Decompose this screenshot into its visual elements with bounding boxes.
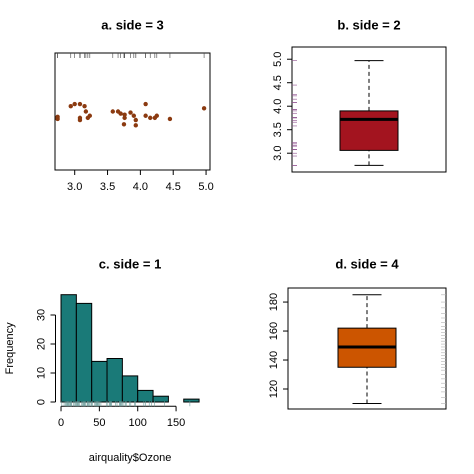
point [55,116,60,122]
point [121,122,127,127]
point [77,117,83,123]
point [122,115,127,121]
point [143,101,148,107]
panel-title: b. side = 2 [337,17,400,32]
point [82,103,87,109]
point [143,113,148,118]
x-tick-label: 0 [58,417,64,429]
point [110,109,115,114]
point [133,117,138,123]
point [167,116,173,122]
point [72,101,77,107]
y-tick-label: 5.0 [272,52,284,67]
point [85,115,91,121]
x-tick-label: 3.0 [67,181,82,193]
point [118,111,123,116]
x-tick-label: 150 [167,417,185,429]
bar [152,395,169,403]
point [83,109,89,114]
y-tick-label: 140 [268,351,280,369]
x-axis-label: airquality$Ozone [89,452,172,464]
point [133,123,138,128]
box [339,110,399,151]
y-tick-label: 180 [268,293,280,311]
bar [183,398,200,403]
y-tick-label: 30 [35,309,47,321]
x-tick-label: 3.5 [100,181,115,193]
y-tick-label: 10 [35,367,47,379]
bar [121,375,139,403]
plot-frame [54,52,211,171]
point [68,103,73,109]
y-tick-label: 0 [35,399,47,405]
bar [91,360,108,403]
point [77,101,83,107]
y-axis-label: Frequency [4,322,16,374]
y-tick-label: 4.5 [272,75,284,90]
bar [137,389,154,403]
bar [75,302,93,403]
panel-title: c. side = 1 [99,256,162,271]
y-tick-label: 3.0 [272,146,284,161]
point [131,113,137,118]
point [122,112,127,117]
y-tick-label: 4.0 [272,99,284,114]
y-tick-label: 3.5 [272,122,284,137]
bar [60,294,77,403]
y-tick-label: 160 [268,322,280,340]
y-tick-label: 20 [35,338,47,350]
x-tick-label: 4.5 [166,181,181,193]
panel-title: a. side = 3 [101,17,164,32]
point [154,113,160,118]
x-tick-label: 100 [129,417,147,429]
point [201,106,207,111]
x-tick-label: 50 [93,417,105,429]
bar [106,358,123,403]
panel-title: d. side = 4 [335,256,399,271]
point [148,115,153,121]
point [128,110,133,115]
y-tick-label: 120 [268,380,280,398]
x-tick-label: 4.0 [133,181,148,193]
x-tick-label: 5.0 [198,181,213,193]
